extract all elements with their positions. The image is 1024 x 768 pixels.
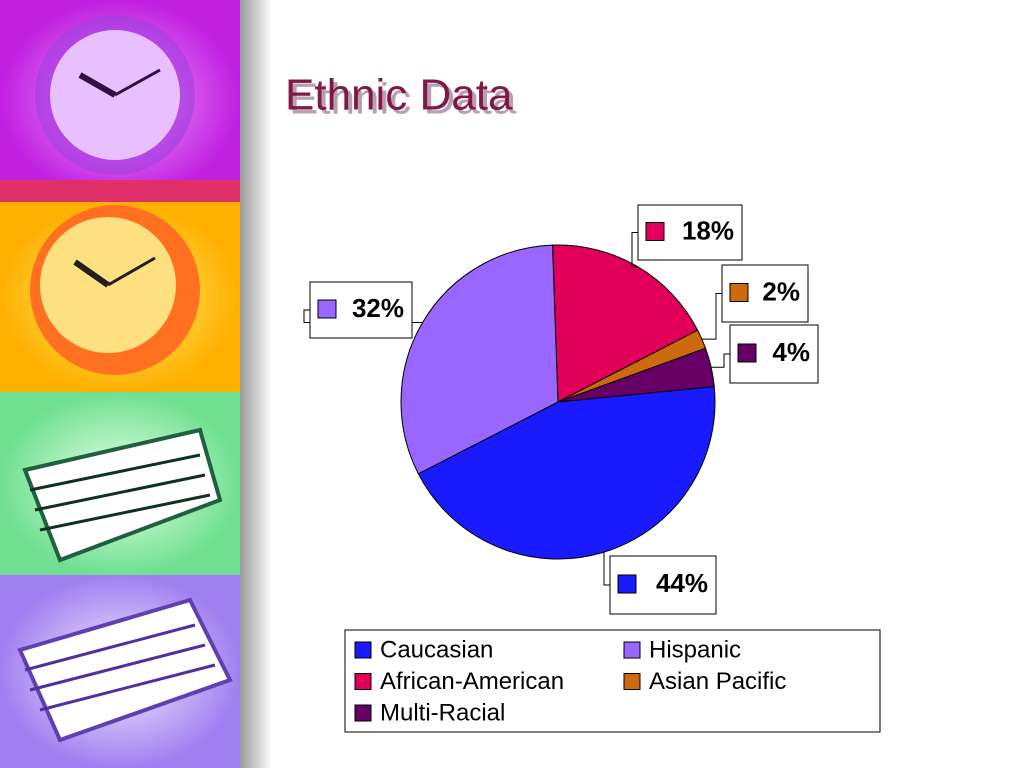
legend-swatch: [623, 641, 641, 659]
legend-label: Multi-Racial: [380, 699, 505, 726]
legend-label: Caucasian: [380, 636, 493, 663]
label-swatch: [317, 299, 337, 319]
leader-line: [631, 232, 638, 268]
pie-slice: [400, 244, 559, 475]
data-label: 2%: [762, 276, 800, 306]
label-swatch: [737, 343, 757, 363]
label-swatch: [617, 574, 637, 594]
leader-line: [701, 293, 722, 340]
legend-swatch: [623, 673, 641, 690]
legend-swatch: [354, 641, 372, 659]
legend-swatch: [354, 704, 372, 722]
data-label: 4%: [772, 337, 810, 367]
label-swatch: [645, 222, 665, 241]
leader-line: [602, 552, 610, 586]
legend-label: African-American: [380, 668, 564, 695]
legend-box: [344, 629, 881, 733]
side-images: [0, 0, 272, 768]
legend-swatch: [354, 673, 372, 690]
legend-label: Asian Pacific: [649, 668, 786, 695]
data-label: 18%: [682, 215, 734, 245]
data-label: 32%: [352, 293, 404, 323]
data-label: 44%: [656, 568, 708, 598]
title-shadow: Ethnic Data: [289, 75, 517, 124]
leader-line: [711, 353, 730, 368]
chart-title: Ethnic Data: [285, 71, 513, 120]
legend-label: Hispanic: [649, 636, 741, 663]
label-swatch: [729, 283, 749, 302]
